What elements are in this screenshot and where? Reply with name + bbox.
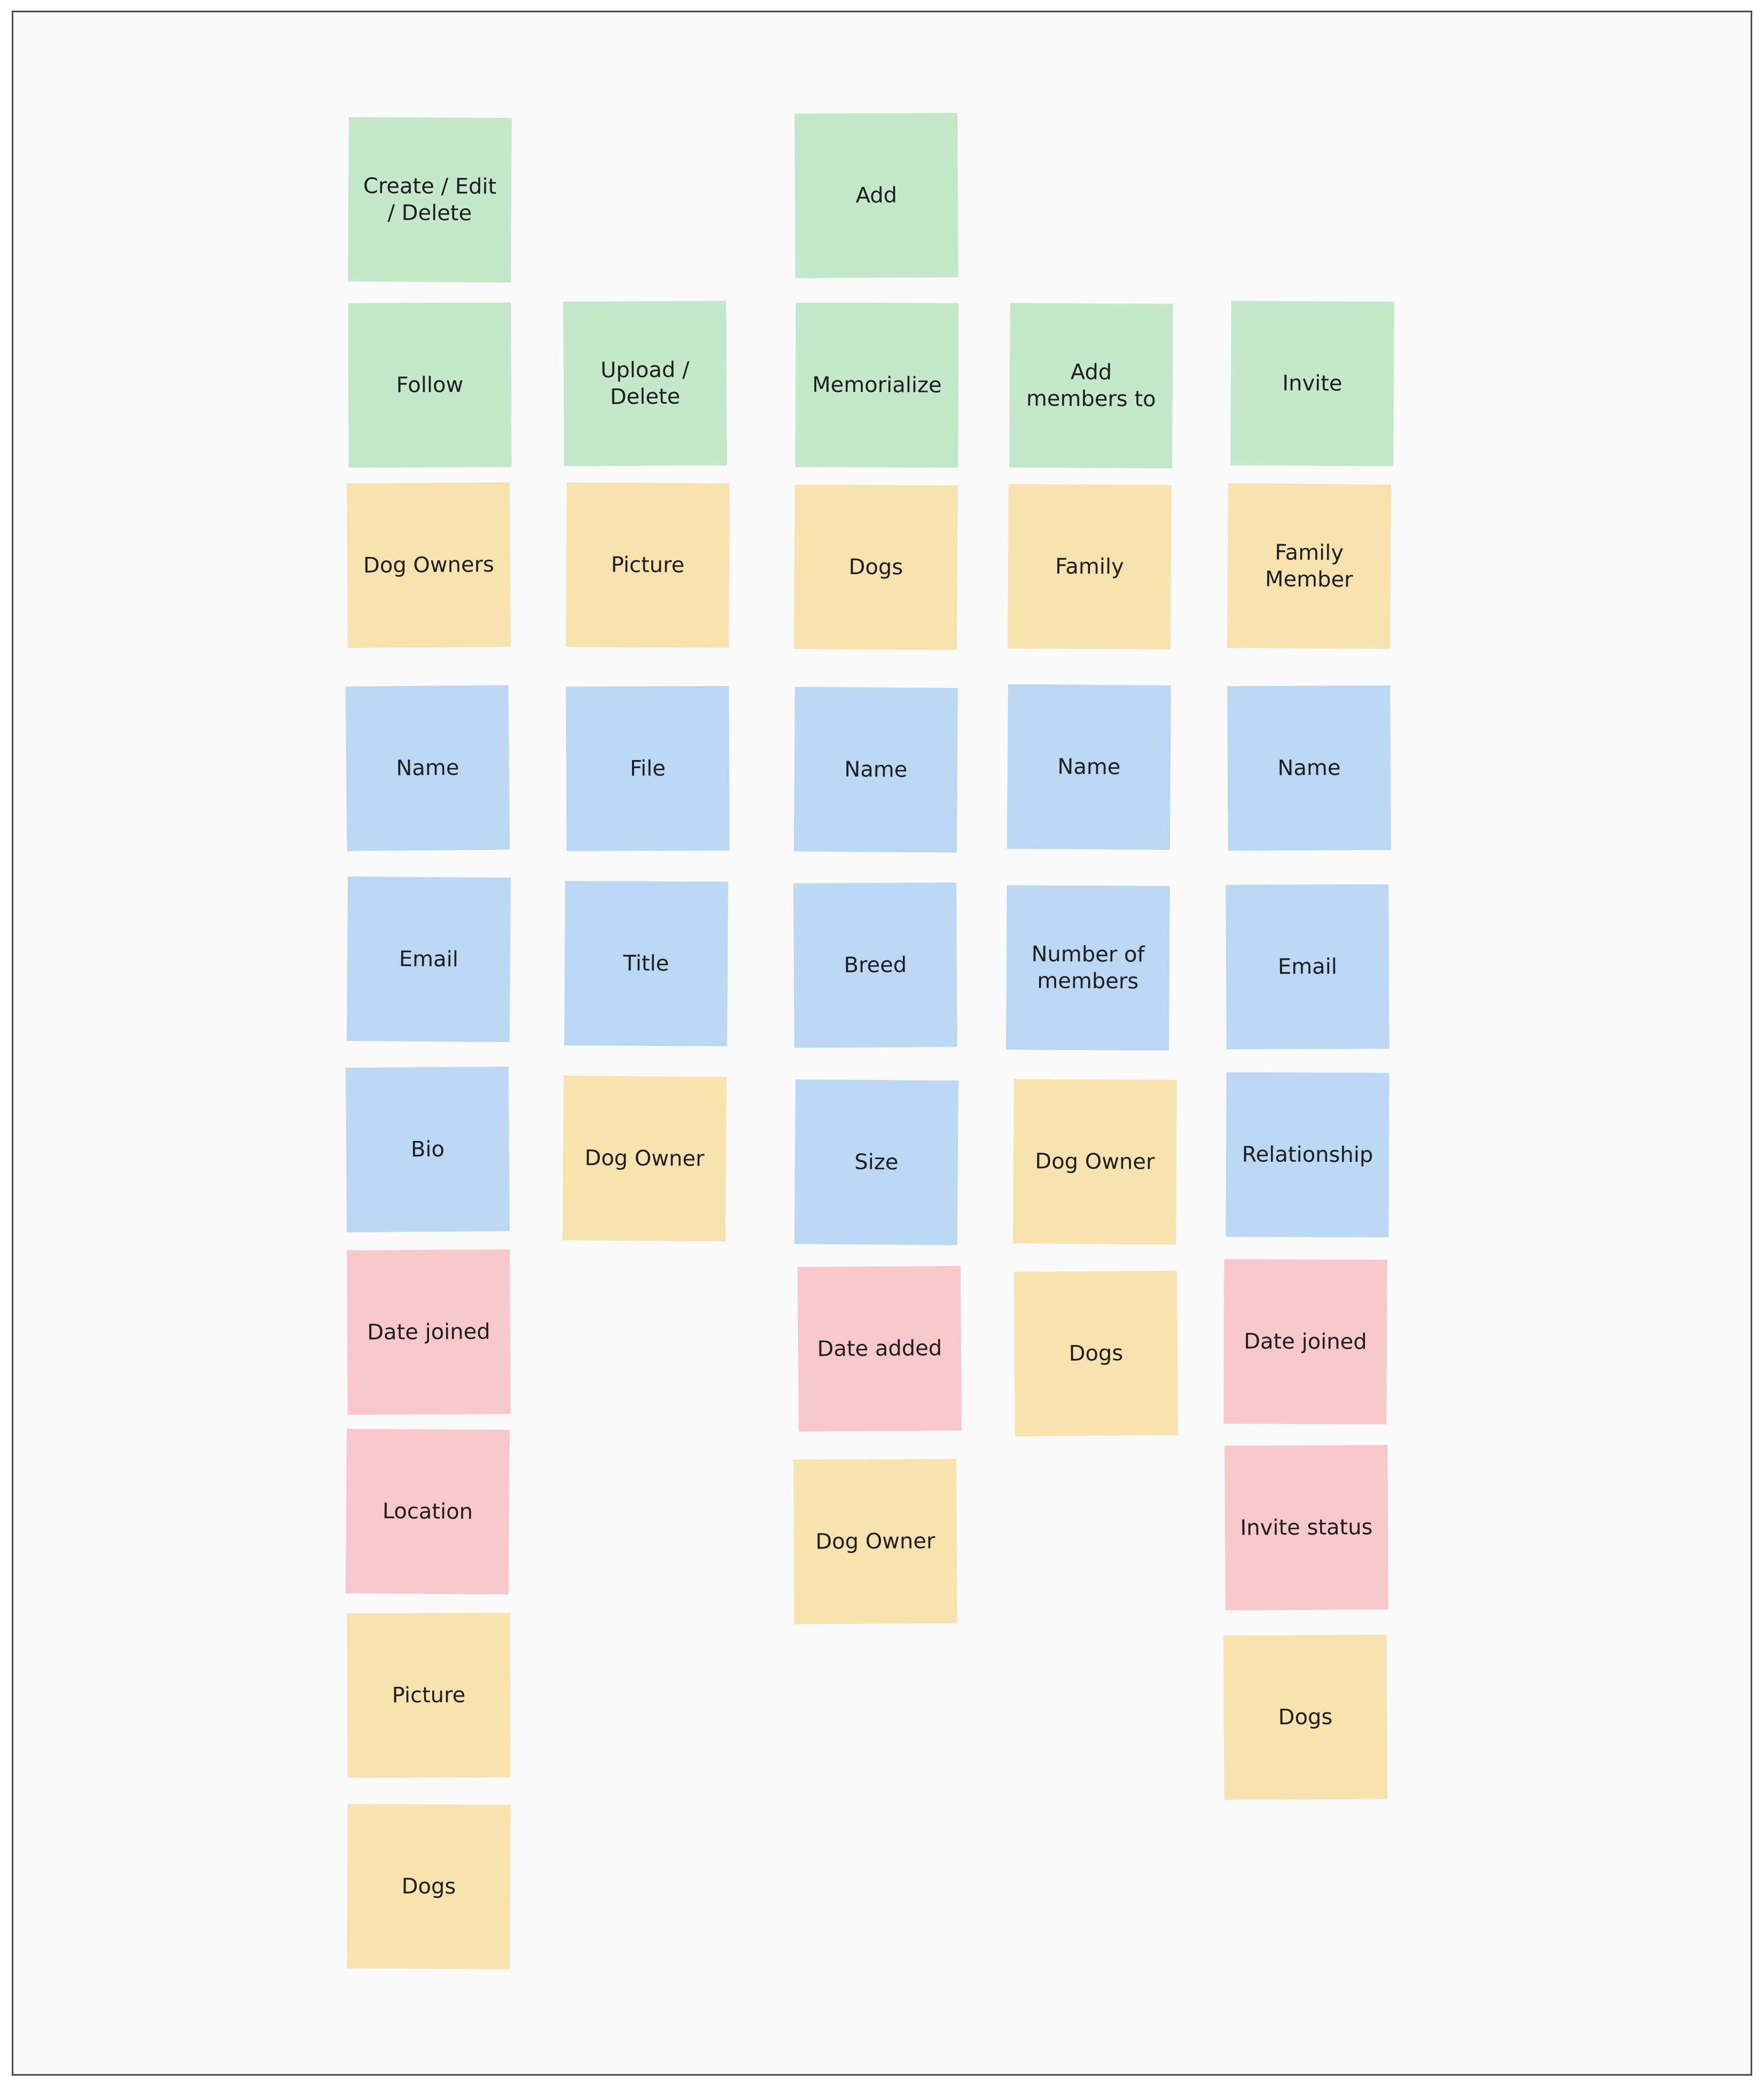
sticky-note[interactable]: Name	[793, 686, 958, 853]
sticky-note-text: Relationship	[1242, 1142, 1373, 1168]
sticky-note-text: Email	[399, 946, 459, 972]
sticky-note-text: Name	[396, 755, 459, 781]
sticky-note-text: Number of members	[1031, 942, 1145, 994]
sticky-note[interactable]: Invite status	[1224, 1445, 1388, 1610]
sticky-note[interactable]: Memorialize	[795, 302, 959, 468]
sticky-note[interactable]: Name	[345, 685, 510, 851]
sticky-note-text: File	[629, 756, 666, 781]
sticky-note-text: Name	[1277, 755, 1341, 781]
sticky-note[interactable]: Dogs	[347, 1804, 511, 1969]
sticky-note-text: Dogs	[1068, 1341, 1123, 1366]
sticky-note[interactable]: Invite	[1230, 301, 1394, 466]
sticky-note-text: Invite	[1282, 371, 1342, 396]
sticky-note[interactable]: Dog Owner	[562, 1075, 727, 1242]
sticky-note-text: Upload / Delete	[600, 357, 690, 410]
sticky-note-text: Date joined	[1244, 1329, 1367, 1355]
sticky-note-text: Date added	[817, 1336, 942, 1362]
sticky-note-text: Dogs	[1278, 1704, 1333, 1730]
sticky-note-text: Invite status	[1240, 1515, 1373, 1540]
sticky-note-text: Memorialize	[812, 372, 942, 398]
sticky-note-text: Dog Owner	[815, 1529, 935, 1554]
sticky-note[interactable]: Add	[794, 113, 958, 278]
sticky-note[interactable]: Date added	[797, 1265, 962, 1432]
sticky-note-text: Size	[854, 1149, 899, 1175]
sticky-note-text: Dogs	[848, 554, 903, 580]
sticky-note[interactable]: Dogs	[1013, 1270, 1178, 1437]
sticky-note[interactable]: Upload / Delete	[563, 301, 727, 466]
sticky-note[interactable]: Title	[564, 881, 728, 1046]
sticky-note[interactable]: Dog Owner	[1013, 1079, 1177, 1245]
sticky-note-text: Name	[844, 757, 908, 783]
sticky-note[interactable]: Number of members	[1006, 885, 1170, 1051]
sticky-note[interactable]: Email	[346, 876, 511, 1043]
sticky-note[interactable]: Size	[794, 1079, 959, 1246]
sticky-note[interactable]: Dogs	[794, 484, 958, 650]
sticky-note-text: Family Member	[1265, 540, 1353, 592]
sticky-note-text: Create / Edit / Delete	[363, 174, 497, 226]
sticky-note-text: Add	[855, 183, 897, 208]
sticky-note[interactable]: Follow	[348, 302, 512, 468]
sticky-note[interactable]: Date joined	[347, 1249, 511, 1415]
sticky-note-text: Name	[1057, 754, 1121, 780]
sticky-note-text: Picture	[392, 1683, 466, 1708]
sticky-note[interactable]: Picture	[347, 1613, 511, 1778]
sticky-note[interactable]: Location	[345, 1428, 510, 1595]
sticky-note[interactable]: File	[566, 686, 730, 851]
sticky-note-text: Email	[1277, 954, 1338, 980]
sticky-note-text: Dog Owners	[363, 552, 495, 578]
sticky-note-text: Follow	[396, 372, 464, 398]
sticky-note[interactable]: Bio	[345, 1066, 510, 1233]
sticky-note[interactable]: Breed	[793, 882, 957, 1048]
sticky-note-text: Dogs	[401, 1874, 456, 1899]
sticky-note[interactable]: Relationship	[1226, 1072, 1390, 1238]
sticky-note[interactable]: Dogs	[1223, 1634, 1387, 1800]
sticky-note-text: Add members to	[1026, 359, 1156, 412]
sticky-note[interactable]: Email	[1226, 884, 1390, 1050]
sticky-note-text: Family	[1055, 554, 1124, 580]
sticky-note[interactable]: Family Member	[1227, 483, 1392, 650]
sticky-note[interactable]: Picture	[566, 482, 730, 648]
sticky-note[interactable]: Name	[1006, 684, 1172, 850]
sticky-note-text: Title	[623, 951, 669, 976]
sticky-note-text: Date joined	[367, 1319, 490, 1345]
sticky-note-text: Dog Owner	[1035, 1149, 1155, 1175]
sticky-note-text: Breed	[844, 952, 907, 978]
sticky-note[interactable]: Date joined	[1223, 1259, 1387, 1425]
sticky-note-text: Picture	[611, 552, 685, 578]
sticky-note[interactable]: Create / Edit / Delete	[348, 117, 512, 283]
sticky-note[interactable]: Family	[1008, 484, 1172, 650]
sticky-note[interactable]: Add members to	[1009, 303, 1173, 468]
sticky-note[interactable]: Dog Owners	[346, 482, 511, 648]
sticky-note[interactable]: Name	[1227, 685, 1391, 851]
sticky-note-text: Location	[382, 1499, 473, 1524]
sticky-note-text: Dog Owner	[584, 1146, 705, 1171]
sticky-note-text: Bio	[410, 1137, 445, 1162]
sticky-note[interactable]: Dog Owner	[793, 1459, 957, 1624]
